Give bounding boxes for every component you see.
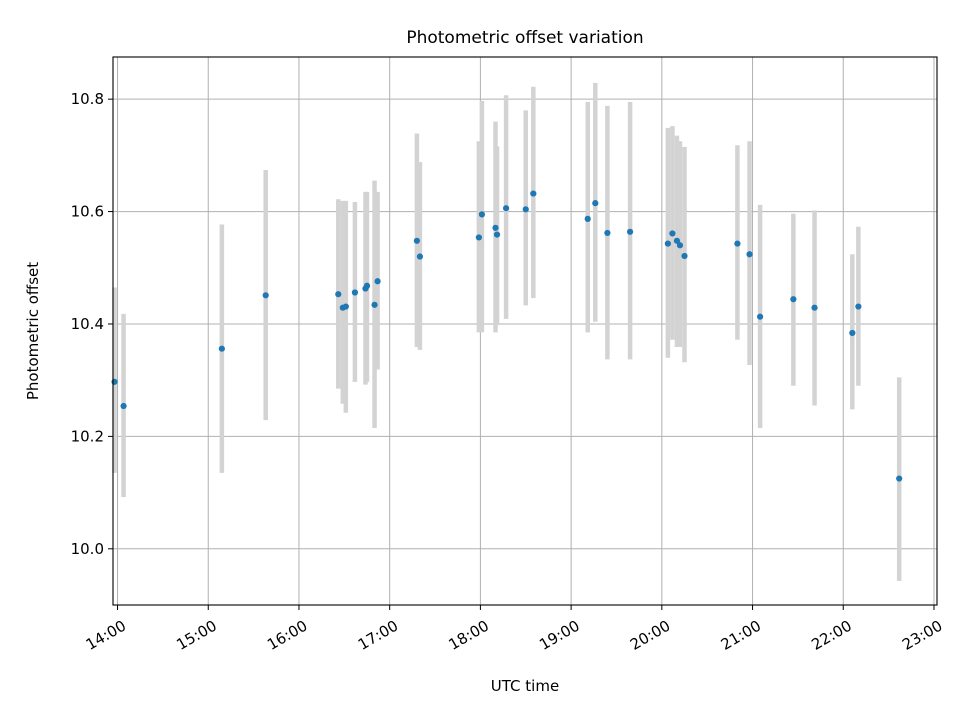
data-point <box>676 242 684 249</box>
plot-area-frame <box>112 56 938 606</box>
y-tick-label: 10.6 <box>71 203 104 221</box>
y-tick-label: 10.0 <box>71 540 104 558</box>
data-point <box>530 190 537 197</box>
data-point <box>475 234 482 241</box>
data-point <box>592 200 599 207</box>
data-point <box>478 211 486 218</box>
data-point <box>896 475 903 482</box>
data-point <box>492 224 499 231</box>
data-point <box>522 206 529 213</box>
data-point <box>855 303 862 310</box>
data-point <box>734 240 741 247</box>
data-point <box>342 303 349 310</box>
y-axis-ticks: 10.0 10.2 10.4 10.6 10.8 <box>71 90 113 558</box>
chart-title: Photometric offset variation <box>406 28 643 48</box>
data-point <box>120 402 127 410</box>
y-tick-label: 10.4 <box>71 315 104 333</box>
y-tick-label: 10.2 <box>71 427 104 445</box>
data-point <box>604 229 611 237</box>
data-point <box>584 215 591 222</box>
data-point <box>811 304 818 311</box>
data-point <box>371 301 378 308</box>
data-point <box>757 313 764 320</box>
y-axis-label: Photometric offset <box>24 262 42 400</box>
data-points <box>111 190 903 482</box>
data-point <box>669 230 676 237</box>
data-point <box>413 237 420 244</box>
data-point <box>111 378 118 385</box>
data-point <box>681 252 688 260</box>
data-point <box>351 289 359 296</box>
data-point <box>335 291 342 298</box>
data-point <box>746 251 753 258</box>
data-point <box>503 205 510 212</box>
data-point <box>262 292 269 299</box>
data-point <box>363 282 371 289</box>
data-point <box>626 228 634 235</box>
data-point <box>374 278 381 285</box>
data-point <box>849 329 856 337</box>
y-tick-label: 10.8 <box>71 90 104 108</box>
data-point <box>673 237 681 244</box>
data-point <box>416 253 424 260</box>
data-point <box>493 231 501 238</box>
x-axis-label: UTC time <box>491 677 559 695</box>
data-point <box>218 345 225 352</box>
data-point <box>664 240 671 247</box>
data-point <box>790 296 797 303</box>
